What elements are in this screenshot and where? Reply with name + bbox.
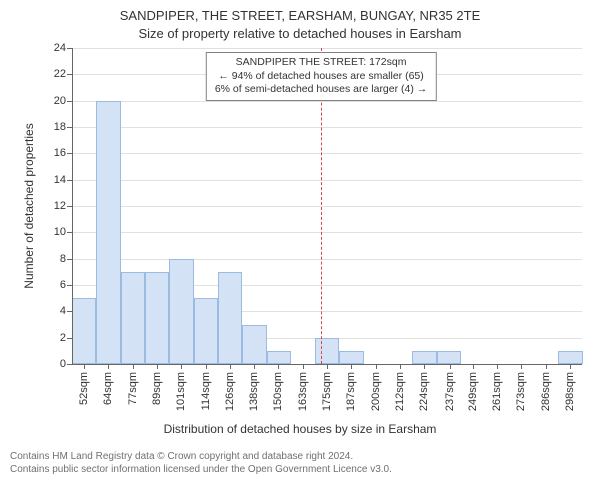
xtick-label: 286sqm (540, 372, 552, 411)
ytick-label: 20 (40, 95, 66, 107)
ytick-label: 18 (40, 121, 66, 133)
xtick (473, 364, 474, 369)
histogram-bar (437, 351, 461, 364)
xtick-label: 101sqm (175, 372, 187, 411)
xtick (157, 364, 158, 369)
xtick (400, 364, 401, 369)
xtick-label: 126sqm (224, 372, 236, 411)
annotation-line3: 6% of semi-detached houses are larger (4… (215, 83, 427, 97)
gridline (72, 232, 582, 233)
xtick (278, 364, 279, 369)
xtick-label: 114sqm (200, 372, 212, 410)
xtick (303, 364, 304, 369)
histogram-bar (194, 298, 218, 364)
xtick-label: 163sqm (297, 372, 309, 411)
xtick-label: 77sqm (127, 372, 139, 405)
xtick-label: 175sqm (321, 372, 333, 411)
histogram-bar (267, 351, 291, 364)
xtick (351, 364, 352, 369)
xtick (133, 364, 134, 369)
chart-title-line1: SANDPIPER, THE STREET, EARSHAM, BUNGAY, … (0, 8, 600, 23)
plot-area: 02468101214161820222452sqm64sqm77sqm89sq… (72, 48, 582, 364)
xtick (521, 364, 522, 369)
histogram-bar (96, 101, 120, 364)
ytick-label: 4 (40, 305, 66, 317)
xtick (424, 364, 425, 369)
footer-attribution: Contains HM Land Registry data © Crown c… (10, 450, 392, 476)
xtick (327, 364, 328, 369)
ytick-label: 22 (40, 68, 66, 80)
xtick-label: 273sqm (515, 372, 527, 411)
ytick-label: 6 (40, 279, 66, 291)
xtick-label: 261sqm (491, 372, 503, 411)
histogram-bar (412, 351, 436, 364)
xtick-label: 187sqm (345, 372, 357, 411)
ytick-label: 24 (40, 42, 66, 54)
xtick-label: 237sqm (444, 372, 456, 411)
histogram-bar (315, 338, 339, 364)
histogram-bar (242, 325, 266, 365)
xtick-label: 52sqm (78, 372, 90, 405)
xtick (546, 364, 547, 369)
xtick-label: 89sqm (151, 372, 163, 405)
gridline (72, 48, 582, 49)
chart-container: { "chart": { "type": "histogram", "title… (0, 0, 600, 500)
ytick-label: 14 (40, 174, 66, 186)
xtick-label: 64sqm (102, 372, 114, 405)
histogram-bar (72, 298, 96, 364)
xtick (181, 364, 182, 369)
gridline (72, 180, 582, 181)
xtick (230, 364, 231, 369)
gridline (72, 259, 582, 260)
gridline (72, 153, 582, 154)
xtick (108, 364, 109, 369)
xtick-label: 212sqm (394, 372, 406, 411)
histogram-bar (339, 351, 363, 364)
ytick-label: 10 (40, 226, 66, 238)
xtick-label: 298sqm (564, 372, 576, 411)
ytick-label: 12 (40, 200, 66, 212)
xtick-label: 200sqm (370, 372, 382, 411)
histogram-bar (218, 272, 242, 364)
xtick-label: 138sqm (248, 372, 260, 411)
histogram-bar (558, 351, 582, 364)
ytick-label: 16 (40, 147, 66, 159)
chart-title-line2: Size of property relative to detached ho… (0, 26, 600, 41)
annotation-box: SANDPIPER THE STREET: 172sqm← 94% of det… (206, 52, 436, 101)
footer-line1: Contains HM Land Registry data © Crown c… (10, 450, 392, 463)
ytick-label: 2 (40, 332, 66, 344)
xtick-label: 249sqm (467, 372, 479, 411)
ytick-label: 8 (40, 253, 66, 265)
x-axis-label: Distribution of detached houses by size … (0, 422, 600, 436)
xtick-label: 224sqm (418, 372, 430, 411)
xtick (570, 364, 571, 369)
annotation-line2: ← 94% of detached houses are smaller (65… (215, 70, 427, 84)
ytick-label: 0 (40, 358, 66, 370)
histogram-bar (145, 272, 169, 364)
xtick (254, 364, 255, 369)
y-axis-label: Number of detached properties (22, 123, 36, 288)
gridline (72, 127, 582, 128)
annotation-line1: SANDPIPER THE STREET: 172sqm (215, 56, 427, 70)
xtick (376, 364, 377, 369)
histogram-bar (121, 272, 145, 364)
xtick (84, 364, 85, 369)
y-axis (72, 48, 73, 364)
xtick (450, 364, 451, 369)
histogram-bar (169, 259, 193, 364)
xtick (206, 364, 207, 369)
xtick-label: 150sqm (272, 372, 284, 411)
gridline (72, 206, 582, 207)
xtick (497, 364, 498, 369)
footer-line2: Contains public sector information licen… (10, 463, 392, 476)
